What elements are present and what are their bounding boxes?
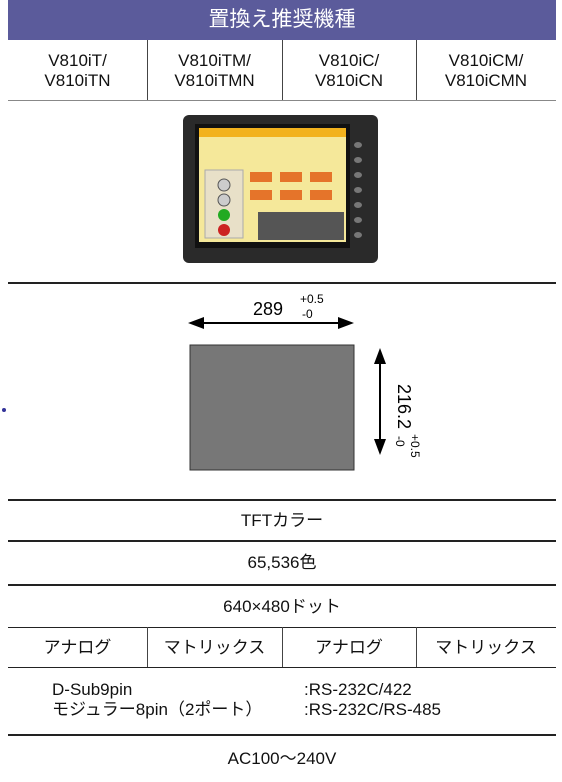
- touch-type: マトリックス: [163, 637, 266, 657]
- rule-line: [8, 282, 556, 284]
- height-plus: +0.5: [408, 434, 422, 458]
- resolution: 640×480ドット: [223, 596, 341, 616]
- rule-line: [282, 627, 283, 667]
- model-line: V810iTMN: [174, 70, 255, 90]
- rule-line: [8, 499, 556, 501]
- model: V810iT/V810iTN: [8, 41, 147, 100]
- width-value: 289: [253, 299, 283, 319]
- model-line: V810iTN: [44, 70, 111, 90]
- interface-name: D-Sub9pin: [52, 680, 133, 699]
- rule-line: [8, 540, 556, 542]
- rule-line: [416, 40, 417, 100]
- interface-name: モジュラー8pin（2ポート）: [52, 700, 263, 719]
- rule-line: [147, 40, 148, 100]
- model-line: V810iTM/: [178, 50, 251, 70]
- rule-line: [8, 667, 556, 668]
- rule-line: [416, 627, 417, 667]
- colors: 65,536色: [247, 553, 317, 572]
- model-line: V810iCMN: [444, 70, 528, 90]
- header-title: 置換え推奨機種: [8, 0, 556, 40]
- device-image: [183, 115, 378, 263]
- touch-type: マトリックス: [435, 637, 537, 657]
- rule-line: [8, 734, 556, 736]
- model-line: V810iC/: [318, 50, 380, 70]
- width-plus: +0.5: [300, 292, 324, 306]
- model: V810iC/V810iCN: [282, 41, 416, 100]
- model-line: V810iCM/: [448, 50, 524, 70]
- model-line: V810iCN: [314, 70, 384, 90]
- model-line: V810iT/: [48, 50, 107, 70]
- display-type: TFTカラー: [240, 510, 324, 530]
- model: V810iCM/V810iCMN: [416, 41, 556, 100]
- touch-type: アナログ: [315, 637, 383, 657]
- rule-line: [8, 584, 556, 586]
- touch-type: アナログ: [43, 637, 112, 657]
- model: V810iTM/V810iTMN: [147, 41, 282, 100]
- interface-protocol: :RS-232C/RS-485: [304, 700, 442, 719]
- width-minus: -0: [302, 307, 313, 321]
- height-minus: -0: [393, 436, 407, 447]
- rule-line: [147, 627, 148, 667]
- dimension-drawing: 289 +0.5 -0 216.2 +0.5 -0: [2, 292, 422, 471]
- rule-line: [8, 100, 556, 101]
- power-supply: AC100～240V: [227, 749, 337, 768]
- rule-line: [282, 40, 283, 100]
- interface-protocol: :RS-232C/422: [304, 680, 412, 699]
- height-value: 216.2: [394, 384, 414, 429]
